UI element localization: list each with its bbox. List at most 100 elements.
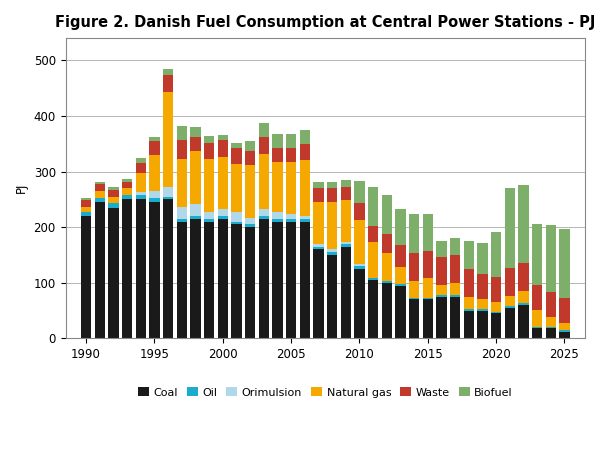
Bar [382,234,392,253]
Bar [382,195,392,234]
Bar [559,298,569,324]
Bar [81,198,91,201]
Bar [231,212,242,221]
Bar [122,188,132,195]
Bar [136,199,146,338]
Bar [95,202,105,338]
Bar [341,247,351,338]
Bar [218,157,228,209]
Bar [518,303,529,305]
Bar [272,148,283,162]
Bar [231,148,242,164]
Bar [478,274,488,299]
Bar [327,252,337,255]
Bar [368,187,378,225]
Bar [313,188,323,202]
Bar [491,302,501,312]
Bar [395,245,406,267]
Bar [327,255,337,338]
Bar [532,310,542,327]
Bar [518,305,529,338]
Bar [286,162,296,214]
Bar [176,126,187,140]
Bar [450,238,460,255]
Bar [313,182,323,188]
Bar [176,219,187,221]
Bar [368,242,378,279]
Bar [204,143,214,159]
Bar [395,286,406,338]
Bar [450,283,460,295]
Bar [231,164,242,212]
Bar [245,141,255,151]
Bar [559,330,569,332]
Bar [218,140,228,157]
Bar [108,203,119,208]
Bar [532,224,542,285]
Bar [272,162,283,212]
Bar [505,268,515,296]
Bar [355,181,365,203]
Bar [327,188,337,202]
Bar [136,192,146,195]
Bar [341,187,351,201]
Bar [422,299,433,338]
Bar [478,309,488,310]
Bar [545,292,556,317]
Bar [259,137,269,154]
Bar [450,295,460,297]
Bar [149,141,160,155]
Bar [204,136,214,143]
Bar [355,269,365,338]
Bar [204,221,214,338]
Bar [409,253,419,281]
Bar [532,285,542,310]
Bar [190,219,200,338]
Bar [149,136,160,141]
Bar [559,324,569,330]
Bar [327,182,337,188]
Bar [436,285,446,295]
Bar [108,187,119,190]
Bar [163,197,173,199]
Bar [313,249,323,338]
Bar [545,317,556,327]
Bar [231,221,242,225]
Bar [355,266,365,269]
Bar [299,144,310,161]
Bar [450,255,460,283]
Bar [559,332,569,338]
Bar [299,130,310,144]
Bar [368,225,378,242]
Bar [545,328,556,338]
Bar [299,219,310,221]
Bar [382,281,392,283]
Bar [409,214,419,253]
Bar [436,241,446,257]
Bar [518,263,529,291]
Bar [395,209,406,245]
Bar [368,279,378,280]
Bar [122,195,132,199]
Bar [436,257,446,285]
Bar [108,197,119,203]
Bar [176,207,187,219]
Bar [464,297,474,309]
Bar [136,173,146,192]
Bar [464,269,474,297]
Bar [204,219,214,221]
Bar [95,184,105,191]
Bar [545,225,556,292]
Bar [505,308,515,338]
Bar [204,159,214,212]
Bar [422,279,433,298]
Bar [272,134,283,148]
Bar [286,214,296,219]
Bar [218,219,228,338]
Bar [163,75,173,92]
Bar [355,265,365,266]
Bar [136,195,146,199]
Bar [532,327,542,328]
Bar [176,140,187,159]
Bar [422,251,433,279]
